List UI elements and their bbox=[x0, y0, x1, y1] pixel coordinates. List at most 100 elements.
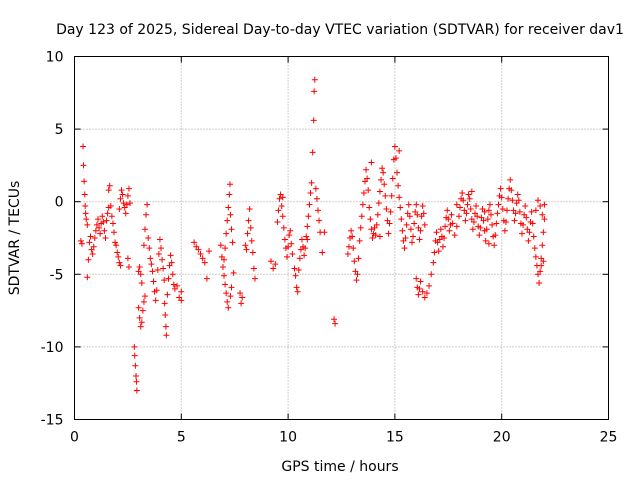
data-point bbox=[499, 205, 506, 212]
data-point bbox=[481, 208, 488, 215]
data-point bbox=[153, 287, 160, 294]
data-point bbox=[112, 239, 119, 246]
data-point bbox=[359, 201, 366, 208]
data-point bbox=[227, 181, 234, 188]
data-point bbox=[140, 298, 147, 305]
data-point bbox=[81, 178, 88, 185]
data-point bbox=[141, 226, 148, 233]
y-tick-label: -5 bbox=[50, 267, 64, 283]
data-point bbox=[401, 245, 408, 252]
data-point bbox=[162, 311, 169, 318]
data-point bbox=[224, 298, 231, 305]
data-point bbox=[382, 192, 389, 199]
data-point bbox=[116, 205, 123, 212]
data-point bbox=[227, 211, 234, 218]
data-point bbox=[152, 297, 159, 304]
data-point bbox=[230, 269, 237, 276]
data-point bbox=[539, 242, 546, 249]
data-point bbox=[518, 230, 525, 237]
data-point bbox=[83, 216, 90, 223]
data-point bbox=[373, 221, 380, 228]
data-point bbox=[468, 188, 475, 195]
data-point bbox=[489, 221, 496, 228]
data-point bbox=[319, 249, 326, 256]
data-point bbox=[163, 332, 170, 339]
data-point bbox=[486, 201, 493, 208]
data-point bbox=[101, 227, 108, 234]
data-point bbox=[488, 211, 495, 218]
data-point bbox=[239, 294, 246, 301]
data-point bbox=[312, 185, 319, 192]
data-point bbox=[136, 314, 143, 321]
data-point bbox=[385, 230, 392, 237]
data-point bbox=[146, 245, 153, 252]
data-point bbox=[411, 220, 418, 227]
data-point bbox=[505, 195, 512, 202]
data-point bbox=[394, 169, 401, 176]
data-point bbox=[311, 76, 318, 83]
data-point bbox=[502, 219, 509, 226]
data-point bbox=[115, 253, 122, 260]
data-point bbox=[348, 227, 355, 234]
data-point bbox=[221, 256, 228, 263]
data-point bbox=[116, 259, 123, 266]
data-point bbox=[477, 224, 484, 231]
data-point bbox=[536, 280, 543, 287]
data-point bbox=[522, 203, 529, 210]
data-point bbox=[345, 243, 352, 250]
data-point bbox=[228, 284, 235, 291]
data-point bbox=[508, 187, 515, 194]
data-point bbox=[87, 233, 94, 240]
data-point bbox=[118, 187, 125, 194]
data-point bbox=[344, 250, 351, 257]
data-point bbox=[459, 189, 466, 196]
data-point bbox=[483, 226, 490, 233]
data-point bbox=[539, 211, 546, 218]
data-point bbox=[86, 239, 93, 246]
data-point bbox=[247, 224, 254, 231]
data-point bbox=[520, 221, 527, 228]
data-point bbox=[206, 248, 213, 255]
data-point bbox=[162, 323, 169, 330]
data-point bbox=[217, 242, 224, 249]
data-point bbox=[381, 181, 388, 188]
data-point bbox=[296, 255, 303, 262]
data-point bbox=[511, 217, 518, 224]
data-point bbox=[376, 233, 383, 240]
data-point bbox=[289, 250, 296, 257]
data-point bbox=[107, 203, 114, 210]
data-point bbox=[272, 261, 279, 268]
data-point bbox=[397, 204, 404, 211]
data-point bbox=[463, 210, 470, 217]
data-point bbox=[279, 194, 286, 201]
data-point bbox=[437, 226, 444, 233]
data-point bbox=[532, 253, 539, 260]
data-point bbox=[141, 293, 148, 300]
data-point bbox=[144, 201, 151, 208]
data-point bbox=[137, 271, 144, 278]
data-point bbox=[451, 232, 458, 239]
data-point bbox=[357, 224, 364, 231]
data-point bbox=[125, 264, 132, 271]
data-point bbox=[161, 300, 168, 307]
data-point bbox=[82, 203, 89, 210]
data-point bbox=[135, 304, 142, 311]
data-point bbox=[498, 194, 505, 201]
data-point bbox=[308, 179, 315, 186]
data-point bbox=[228, 226, 235, 233]
data-point bbox=[131, 352, 138, 359]
data-point bbox=[278, 203, 285, 210]
data-point bbox=[482, 237, 489, 244]
data-point bbox=[295, 266, 302, 273]
data-point bbox=[125, 185, 132, 192]
data-point bbox=[226, 191, 233, 198]
data-point bbox=[331, 316, 338, 323]
data-point bbox=[531, 245, 538, 252]
data-point bbox=[104, 210, 111, 217]
data-point bbox=[509, 197, 516, 204]
x-tick-label: 10 bbox=[279, 430, 297, 446]
data-point bbox=[315, 207, 322, 214]
data-point bbox=[355, 255, 362, 262]
grid bbox=[74, 56, 609, 420]
data-point bbox=[485, 240, 492, 247]
